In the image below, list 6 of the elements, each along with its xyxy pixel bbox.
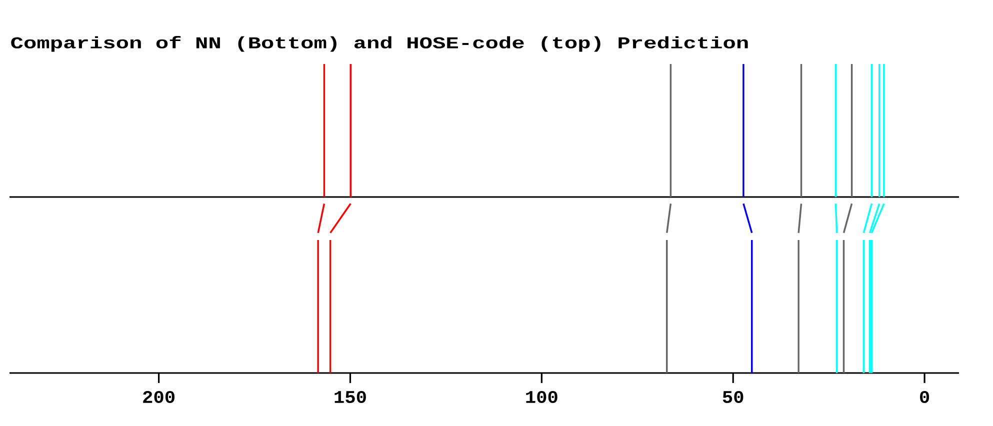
- x-tick-label: 150: [334, 390, 366, 404]
- chart-title: Comparison of NN (Bottom) and HOSE-code (top) Prediction: [11, 36, 748, 52]
- x-tick-label: 200: [143, 390, 174, 404]
- x-tick-label: 50: [722, 390, 744, 404]
- x-tick-label: 100: [526, 390, 558, 404]
- x-tick-label: 0: [920, 390, 930, 404]
